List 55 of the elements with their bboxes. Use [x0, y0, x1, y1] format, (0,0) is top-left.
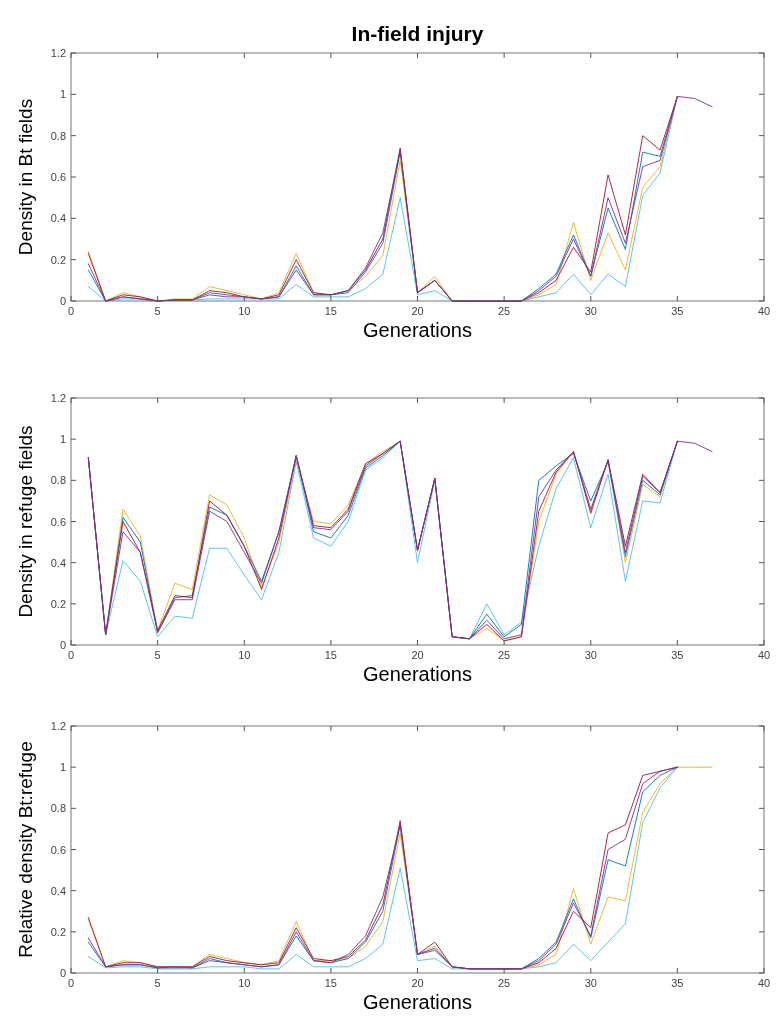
x-tick-label: 15	[324, 305, 337, 317]
x-tick-label: 25	[498, 305, 511, 317]
y-tick-label: 0.8	[50, 129, 66, 142]
x-tick-label: 20	[411, 977, 424, 989]
y-tick-label: 0.4	[50, 884, 66, 897]
y-tick-label: 0.6	[50, 843, 66, 856]
y-tick-label: 1	[59, 433, 66, 446]
y-tick-label: 0.6	[50, 515, 66, 528]
chart-title: In-field injury	[351, 22, 484, 45]
x-tick-label: 35	[671, 649, 684, 661]
x-tick-label: 20	[411, 649, 424, 661]
x-tick-label: 10	[238, 649, 251, 661]
x-tick-label: 5	[154, 305, 161, 317]
y-tick-label: 0	[59, 967, 66, 979]
y-tick-label: 0.8	[50, 474, 66, 487]
y-tick-label: 0	[59, 295, 66, 307]
x-tick-label: 40	[757, 977, 771, 989]
y-tick-label: 0.4	[50, 212, 66, 225]
y-tick-label: 1.2	[50, 392, 66, 404]
x-tick-label: 30	[584, 649, 597, 661]
x-tick-label: 5	[154, 649, 161, 661]
y-tick-label: 0	[59, 639, 66, 651]
x-tick-label: 0	[67, 977, 75, 989]
x-tick-label: 25	[498, 977, 511, 989]
x-axis-title: Generations	[363, 319, 472, 341]
x-tick-label: 35	[671, 977, 684, 989]
x-tick-label: 40	[757, 305, 771, 317]
x-tick-label: 40	[757, 649, 771, 661]
x-tick-label: 25	[498, 649, 511, 661]
x-axis-title: Generations	[363, 663, 472, 685]
x-axis-title: Generations	[363, 991, 472, 1013]
x-tick-label: 0	[67, 649, 75, 661]
y-axis-title: Density in refuge fields	[15, 425, 36, 618]
y-tick-label: 0.2	[50, 597, 66, 610]
y-tick-label: 1	[59, 88, 66, 101]
x-tick-label: 15	[324, 649, 337, 661]
y-tick-label: 0.2	[50, 925, 66, 938]
y-tick-label: 0.4	[50, 556, 66, 569]
y-tick-label: 0.2	[50, 253, 66, 266]
x-tick-label: 20	[411, 305, 424, 317]
y-axis-title: Relative density Bt:refuge	[15, 741, 36, 958]
x-tick-label: 5	[154, 977, 161, 989]
y-tick-label: 1.2	[50, 720, 66, 732]
x-tick-label: 0	[67, 305, 75, 317]
x-tick-label: 10	[238, 305, 251, 317]
x-tick-label: 10	[238, 977, 251, 989]
x-tick-label: 35	[671, 305, 684, 317]
x-tick-label: 30	[584, 977, 597, 989]
y-tick-label: 1.2	[50, 47, 66, 59]
y-tick-label: 0.6	[50, 171, 66, 183]
y-tick-label: 1	[59, 761, 66, 774]
y-tick-label: 0.8	[50, 802, 66, 815]
x-tick-label: 30	[584, 305, 597, 317]
y-axis-title: Density in Bt fields	[15, 98, 36, 256]
x-tick-label: 15	[324, 977, 337, 989]
